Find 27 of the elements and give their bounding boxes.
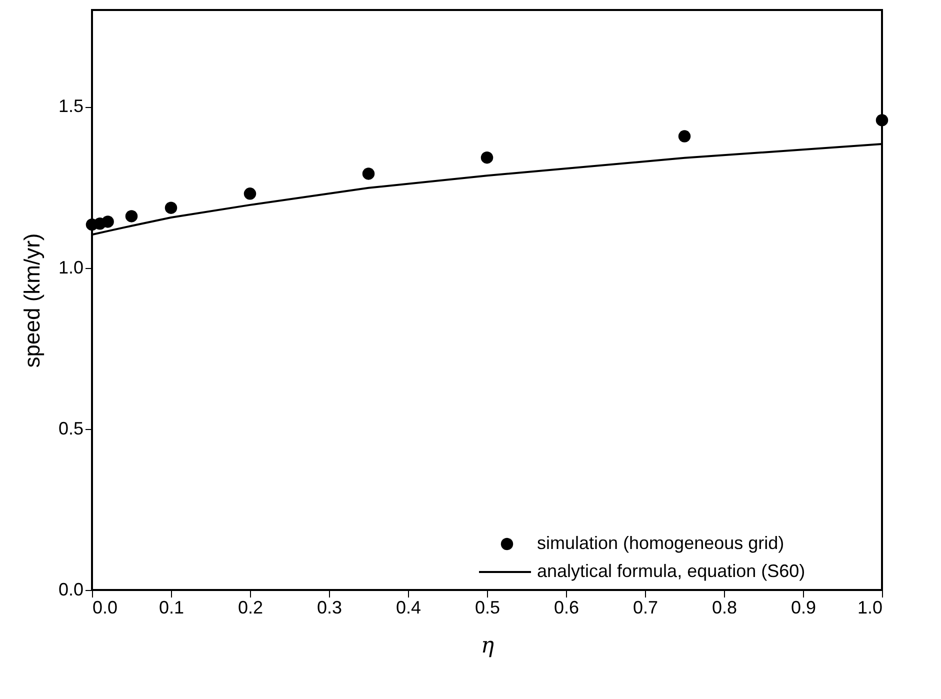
x-tick-label: 0.5 (474, 598, 500, 618)
x-tick-label: 0.3 (316, 598, 342, 618)
y-tick-label: 1.0 (58, 257, 84, 278)
x-tick-label: 0.4 (396, 598, 422, 618)
y-axis-title: speed (km/yr) (19, 233, 44, 368)
x-tick-label: 0.6 (554, 598, 580, 618)
y-tick-label: 0.0 (58, 580, 84, 600)
point (362, 168, 375, 180)
y-tick-label: 1.5 (58, 96, 84, 116)
x-tick-label: 0.7 (632, 598, 658, 618)
point (876, 114, 888, 126)
point (125, 210, 138, 222)
point (164, 202, 178, 214)
x-tick-label: 0.1 (158, 598, 184, 618)
point (678, 130, 691, 142)
legend-label: analytical formula, equation (S60) (537, 561, 806, 581)
x-axis-title: η (480, 634, 494, 658)
y-tick-label: 0.5 (58, 418, 84, 438)
point (102, 216, 114, 228)
x-tick-label: 0.8 (712, 598, 738, 618)
x-tick-label: 0.2 (238, 598, 264, 618)
point (244, 188, 256, 200)
legend-label: simulation (homogeneous grid) (537, 533, 784, 553)
x-tick-label: 1.0 (857, 598, 882, 618)
x-tick-label: 0.0 (92, 598, 118, 618)
point (480, 151, 494, 164)
x-tick-label: 0.9 (790, 598, 816, 618)
